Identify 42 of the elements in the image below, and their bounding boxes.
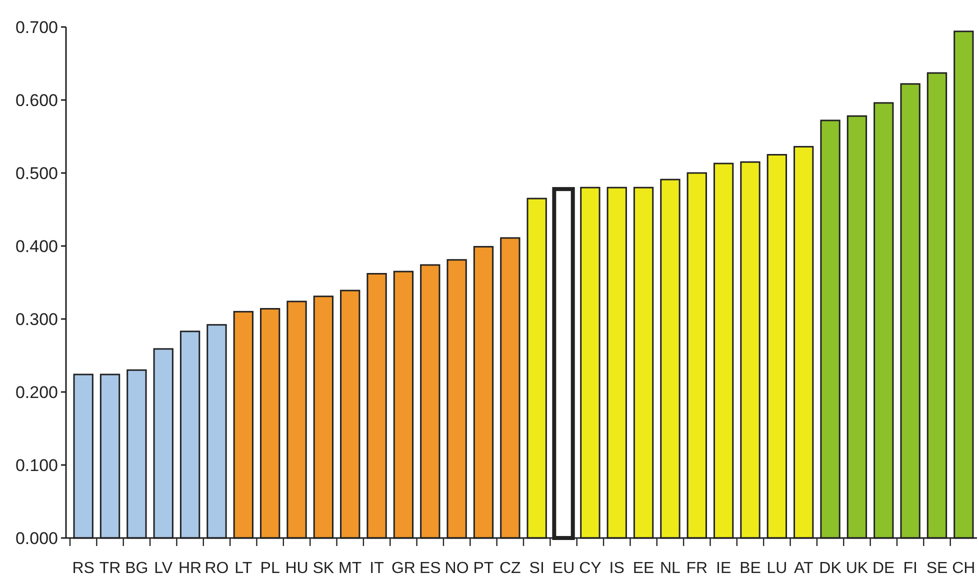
x-tick-label: UK <box>846 560 868 577</box>
x-tick-label: CY <box>579 560 602 577</box>
x-tick-label: IE <box>716 560 732 577</box>
y-tick-label: 0.700 <box>15 18 58 37</box>
x-tick-label: NL <box>660 560 681 577</box>
x-tick-label: LV <box>154 560 173 577</box>
x-tick-label: BE <box>740 560 761 577</box>
x-tick-label: RO <box>204 560 229 577</box>
x-tick-label: PL <box>260 560 280 577</box>
x-tick-label: DK <box>819 560 842 577</box>
x-tick-label: SE <box>926 560 948 577</box>
y-tick-label: 0.500 <box>15 164 58 183</box>
x-tick-label: RS <box>72 560 94 577</box>
y-tick-label: 0.200 <box>15 382 58 402</box>
x-tick-label: LU <box>766 560 788 577</box>
x-tick-label: FR <box>686 560 708 577</box>
x-tick-label: CZ <box>500 560 522 577</box>
x-tick-label: SK <box>312 560 334 577</box>
x-tick-label: HR <box>178 560 202 577</box>
x-tick-label: AT <box>794 560 814 577</box>
x-tick-label: SI <box>529 560 544 577</box>
x-tick-label: MT <box>338 560 362 577</box>
x-tick-label: FI <box>903 560 918 577</box>
y-tick-label: 0.300 <box>15 310 58 329</box>
y-tick-label: 0.400 <box>15 236 58 256</box>
y-tick-label: 0.600 <box>15 90 58 110</box>
x-tick-label: EU <box>552 560 575 577</box>
x-tick-label: PT <box>473 560 494 577</box>
x-tick-label: ES <box>419 560 441 577</box>
x-tick-label: GR <box>391 560 416 577</box>
y-tick-label: 0.100 <box>15 456 58 475</box>
x-tick-label: IT <box>370 560 384 577</box>
x-tick-label: IS <box>609 560 624 577</box>
x-tick-label: DE <box>872 560 895 577</box>
x-tick-label: BG <box>125 560 148 577</box>
x-tick-label: NO <box>444 560 469 577</box>
x-tick-label: CH <box>952 560 976 577</box>
x-tick-label: EE <box>632 560 654 577</box>
y-tick-label: 0.000 <box>15 528 58 548</box>
x-tick-label: LT <box>234 560 252 577</box>
x-tick-label: HU <box>285 560 308 577</box>
x-tick-label: TR <box>99 560 121 577</box>
